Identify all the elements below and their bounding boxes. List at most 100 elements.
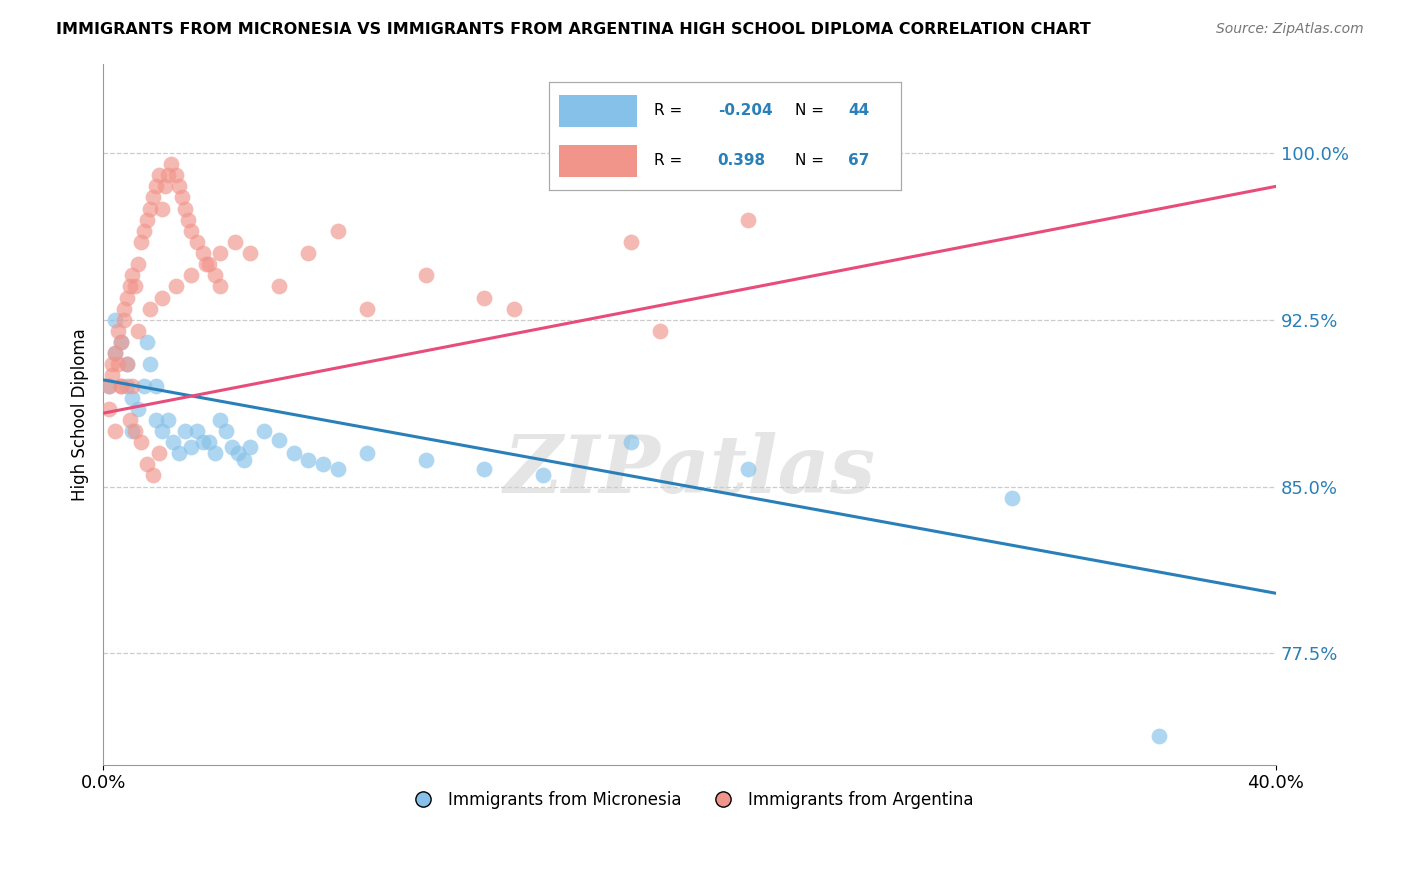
Point bbox=[415, 453, 437, 467]
Point bbox=[169, 179, 191, 194]
Point bbox=[145, 413, 167, 427]
Point bbox=[112, 301, 135, 316]
Point bbox=[1147, 729, 1170, 743]
Point bbox=[115, 357, 138, 371]
Point bbox=[267, 433, 290, 447]
Point bbox=[239, 246, 262, 260]
Point bbox=[107, 357, 129, 371]
Point bbox=[104, 424, 127, 438]
Point bbox=[1001, 491, 1024, 505]
Point bbox=[110, 379, 132, 393]
Text: Source: ZipAtlas.com: Source: ZipAtlas.com bbox=[1216, 22, 1364, 37]
Point bbox=[110, 379, 132, 393]
Point bbox=[134, 224, 156, 238]
Point bbox=[502, 301, 524, 316]
Point bbox=[737, 212, 759, 227]
Point bbox=[209, 246, 232, 260]
Point bbox=[194, 257, 217, 271]
Point bbox=[127, 324, 149, 338]
Point bbox=[98, 379, 121, 393]
Point bbox=[180, 440, 202, 454]
Point bbox=[174, 202, 197, 216]
Point bbox=[139, 357, 162, 371]
Point bbox=[209, 413, 232, 427]
Point bbox=[139, 202, 162, 216]
Point bbox=[531, 468, 554, 483]
Point bbox=[239, 440, 262, 454]
Point bbox=[169, 446, 191, 460]
Point bbox=[253, 424, 276, 438]
Point bbox=[127, 401, 149, 416]
Point bbox=[142, 468, 165, 483]
Point bbox=[104, 346, 127, 360]
Point bbox=[180, 224, 202, 238]
Point bbox=[115, 357, 138, 371]
Point bbox=[101, 368, 124, 383]
Point bbox=[145, 379, 167, 393]
Point bbox=[191, 435, 214, 450]
Point bbox=[180, 268, 202, 283]
Point bbox=[197, 257, 219, 271]
Point bbox=[121, 424, 143, 438]
Point bbox=[186, 235, 208, 249]
Point bbox=[156, 168, 179, 182]
Y-axis label: High School Diploma: High School Diploma bbox=[72, 328, 89, 500]
Point bbox=[142, 190, 165, 204]
Point bbox=[165, 279, 187, 293]
Point bbox=[150, 291, 173, 305]
Point bbox=[267, 279, 290, 293]
Point bbox=[326, 462, 349, 476]
Point bbox=[162, 435, 184, 450]
Point bbox=[101, 357, 124, 371]
Point bbox=[226, 446, 249, 460]
Point bbox=[136, 458, 159, 472]
Point bbox=[118, 413, 141, 427]
Point bbox=[204, 268, 226, 283]
Point bbox=[136, 212, 159, 227]
Point bbox=[148, 446, 170, 460]
Point bbox=[159, 157, 181, 171]
Point bbox=[297, 246, 319, 260]
Point bbox=[107, 324, 129, 338]
Point bbox=[415, 268, 437, 283]
Point bbox=[148, 168, 170, 182]
Point bbox=[174, 424, 197, 438]
Point bbox=[110, 334, 132, 349]
Point bbox=[283, 446, 305, 460]
Point bbox=[356, 446, 378, 460]
Point bbox=[209, 279, 232, 293]
Point bbox=[472, 291, 495, 305]
Text: ZIPatlas: ZIPatlas bbox=[503, 432, 876, 509]
Point bbox=[139, 301, 162, 316]
Point bbox=[145, 179, 167, 194]
Point bbox=[124, 279, 146, 293]
Point bbox=[356, 301, 378, 316]
Point bbox=[115, 291, 138, 305]
Point bbox=[737, 462, 759, 476]
Point bbox=[232, 453, 254, 467]
Point bbox=[297, 453, 319, 467]
Point bbox=[129, 235, 152, 249]
Point bbox=[312, 458, 335, 472]
Point bbox=[620, 435, 643, 450]
Point bbox=[136, 334, 159, 349]
Point bbox=[215, 424, 238, 438]
Point bbox=[191, 246, 214, 260]
Point bbox=[150, 424, 173, 438]
Point bbox=[472, 462, 495, 476]
Point bbox=[121, 379, 143, 393]
Point bbox=[221, 440, 243, 454]
Point bbox=[121, 268, 143, 283]
Point bbox=[186, 424, 208, 438]
Point bbox=[326, 224, 349, 238]
Point bbox=[620, 235, 643, 249]
Point bbox=[153, 179, 176, 194]
Point bbox=[112, 312, 135, 326]
Point bbox=[172, 190, 194, 204]
Point bbox=[156, 413, 179, 427]
Point bbox=[177, 212, 200, 227]
Point bbox=[150, 202, 173, 216]
Text: IMMIGRANTS FROM MICRONESIA VS IMMIGRANTS FROM ARGENTINA HIGH SCHOOL DIPLOMA CORR: IMMIGRANTS FROM MICRONESIA VS IMMIGRANTS… bbox=[56, 22, 1091, 37]
Legend: Immigrants from Micronesia, Immigrants from Argentina: Immigrants from Micronesia, Immigrants f… bbox=[399, 784, 980, 815]
Point bbox=[118, 279, 141, 293]
